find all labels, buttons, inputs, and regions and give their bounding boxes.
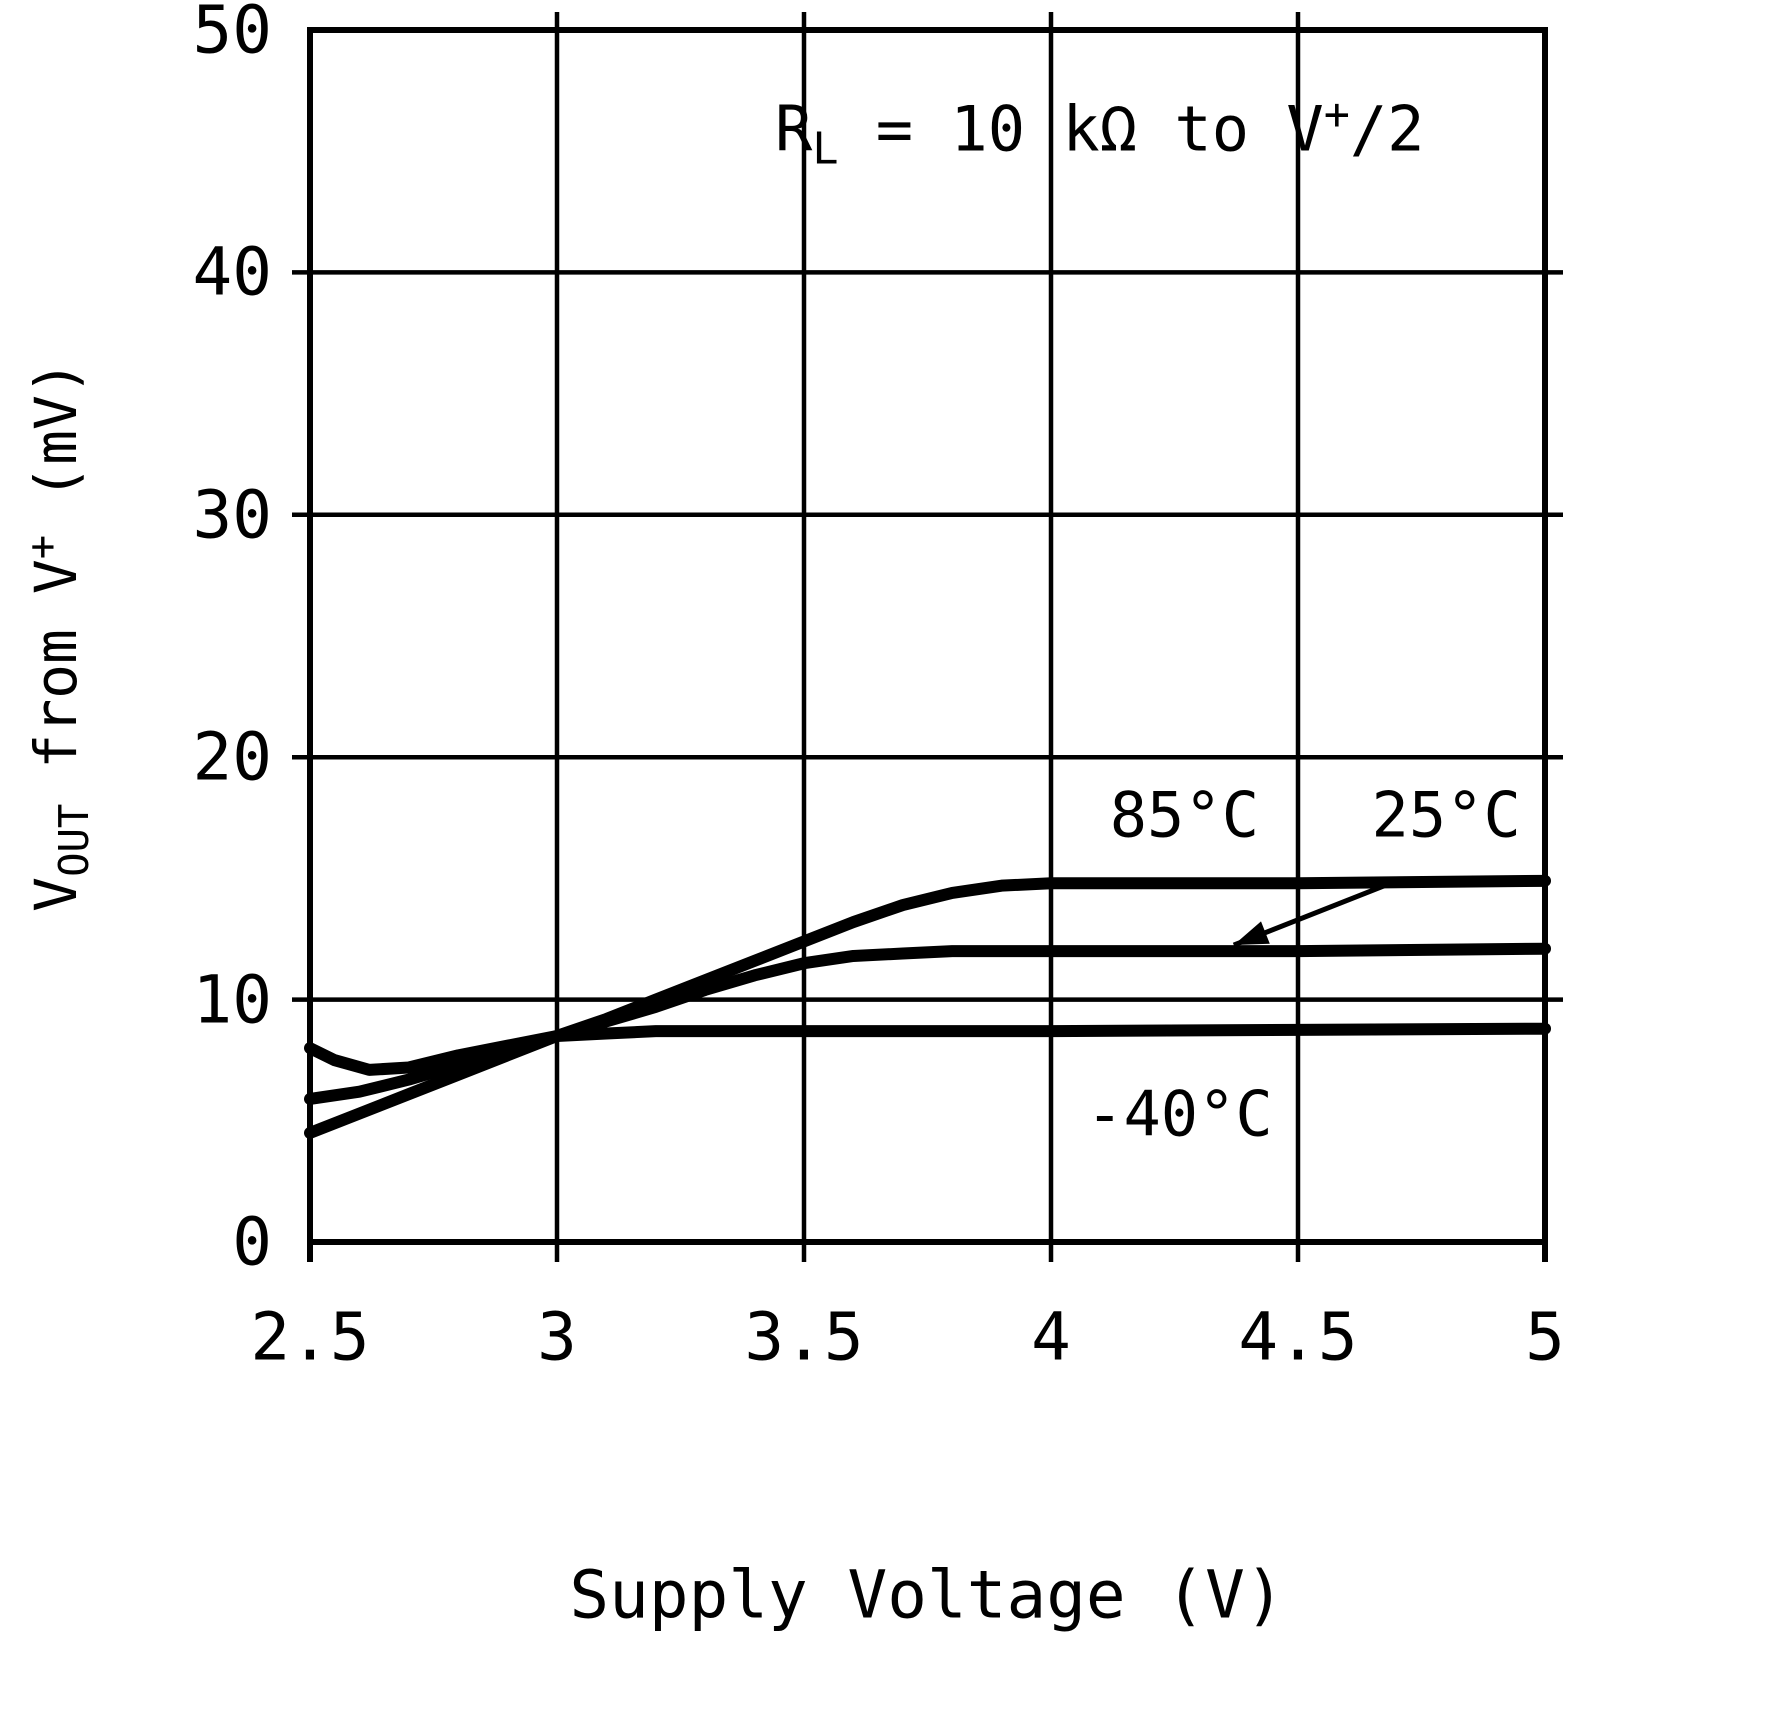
curve-85c xyxy=(304,874,1551,1139)
plot-frame xyxy=(307,27,1548,1245)
curve-label-arrowhead xyxy=(1233,921,1270,946)
curve-25c xyxy=(304,942,1551,1105)
curve-40c xyxy=(304,1022,1551,1076)
